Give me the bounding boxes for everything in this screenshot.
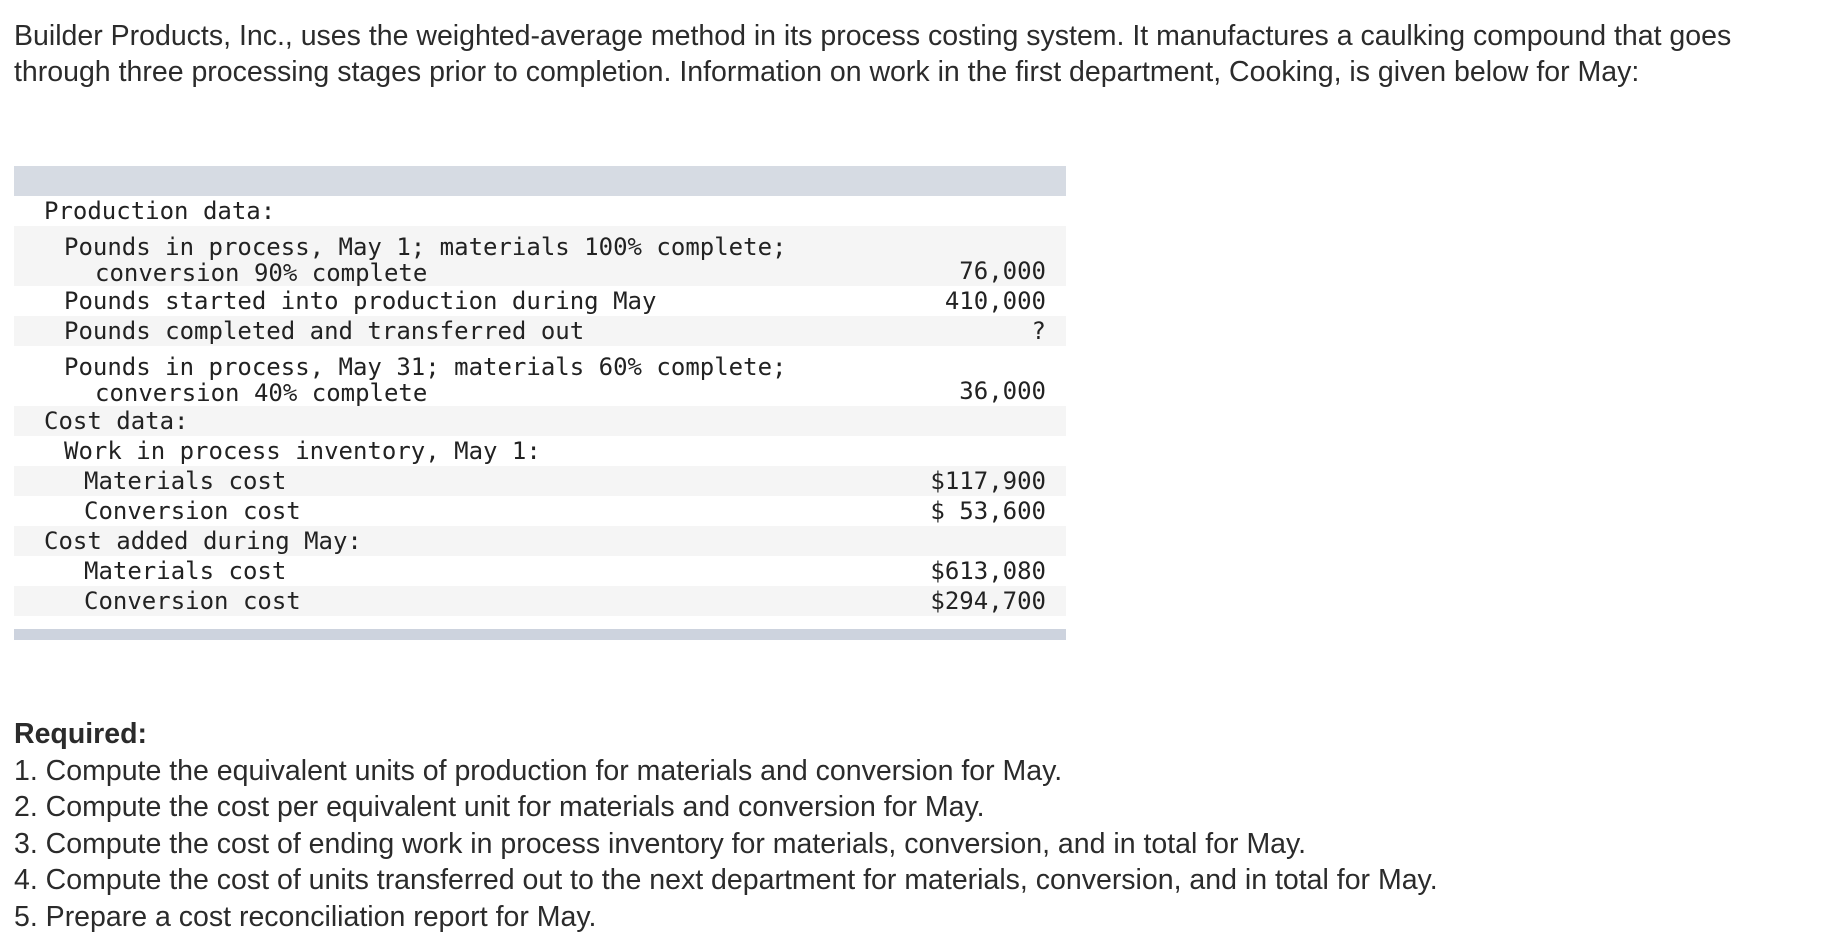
row-value: $613,080 <box>930 557 1046 585</box>
table-row: Pounds in process, May 1; materials 100%… <box>14 226 1066 286</box>
table-row: Work in process inventory, May 1: <box>14 436 1066 466</box>
required-heading: Required: <box>14 718 148 750</box>
row-label: Pounds in process, May 31; materials 60%… <box>14 346 826 406</box>
row-value <box>826 526 1066 556</box>
row-value: 410,000 <box>944 287 1046 315</box>
table-row: Conversion cost $ 53,600 <box>14 496 1066 526</box>
row-label: Pounds completed and transferred out <box>64 317 585 345</box>
row-label: Materials cost <box>84 467 287 495</box>
required-item: 2. Compute the cost per equivalent unit … <box>14 791 985 823</box>
row-label-line: Pounds in process, May 1; materials 100%… <box>64 233 787 261</box>
row-label-continuation: conversion 40% complete <box>95 378 428 407</box>
production-cost-table: Production data: Pounds in process, May … <box>14 196 1066 616</box>
table-row: Production data: <box>14 196 1066 226</box>
row-value <box>826 406 1066 436</box>
table-footer-bar <box>14 629 1066 640</box>
row-value: $117,900 <box>930 467 1046 495</box>
row-label: Pounds in process, May 1; materials 100%… <box>14 226 826 286</box>
row-value: 36,000 <box>959 377 1046 405</box>
row-value <box>826 436 1066 466</box>
row-label: Conversion cost <box>84 587 301 615</box>
required-list: 1. Compute the equivalent units of produ… <box>14 753 1834 936</box>
row-label-continuation: conversion 90% complete <box>95 258 428 287</box>
required-item: 4. Compute the cost of units transferred… <box>14 864 1438 896</box>
row-label: Cost data: <box>44 407 189 435</box>
row-label: Production data: <box>44 197 276 225</box>
table-header-bar <box>14 166 1066 196</box>
table-row: Cost data: <box>14 406 1066 436</box>
table-row: Materials cost $613,080 <box>14 556 1066 586</box>
required-item: 1. Compute the equivalent units of produ… <box>14 754 1063 787</box>
row-label: Work in process inventory, May 1: <box>64 437 541 465</box>
table-row: Pounds in process, May 31; materials 60%… <box>14 346 1066 406</box>
row-label: Materials cost <box>84 557 287 585</box>
row-label: Cost added during May: <box>44 527 362 555</box>
row-label-line: Pounds in process, May 31; materials 60%… <box>64 353 787 381</box>
table-row: Conversion cost $294,700 <box>14 586 1066 616</box>
table-row: Pounds completed and transferred out ? <box>14 316 1066 346</box>
row-value: $ 53,600 <box>930 497 1046 525</box>
row-value: 76,000 <box>959 257 1046 285</box>
table-row: Pounds started into production during Ma… <box>14 286 1066 316</box>
row-value: ? <box>1031 317 1046 345</box>
required-item: 5. Prepare a cost reconciliation report … <box>14 900 597 933</box>
problem-intro: Builder Products, Inc., uses the weighte… <box>14 20 1732 88</box>
required-section: Required: 1. Compute the equivalent unit… <box>14 716 1834 935</box>
table-row: Cost added during May: <box>14 526 1066 556</box>
row-value: $294,700 <box>930 587 1046 615</box>
row-value <box>826 196 1066 226</box>
required-item: 3. Compute the cost of ending work in pr… <box>14 827 1307 860</box>
table-row: Materials cost $117,900 <box>14 466 1066 496</box>
data-table: Production data: Pounds in process, May … <box>14 166 1066 640</box>
row-label: Pounds started into production during Ma… <box>64 287 657 315</box>
row-label: Conversion cost <box>84 497 301 525</box>
